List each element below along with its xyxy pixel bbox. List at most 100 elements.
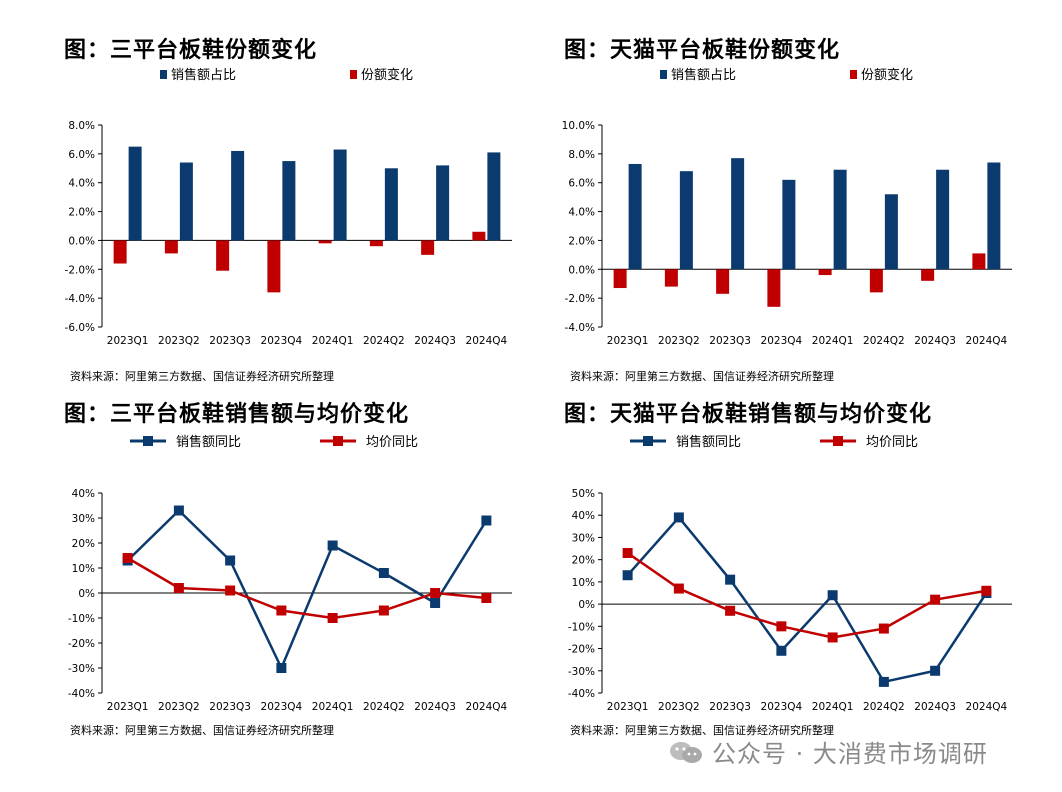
bar [731, 158, 745, 270]
x-tick-label: 2023Q2 [158, 335, 200, 347]
line-chart: 销售额同比 均价同比 40% 30% 20% 10% 0% -10% -20% -30% -40% 2… [68, 434, 512, 713]
y-tick-label: 8.0% [568, 149, 595, 161]
chart-panel-tmall-sales-price: 图：天猫平台板鞋销售额与均价变化 销售额同比 均价同比 50% 40% 30% 20% 10… [560, 386, 1060, 770]
x-tick-label: 2024Q3 [414, 701, 456, 713]
x-tick-label: 2023Q3 [709, 701, 751, 713]
y-tick-label: -20% [68, 638, 95, 650]
legend: 销售额占比 份额变化 [160, 67, 413, 83]
data-point [430, 588, 441, 598]
watermark-text: 公众号 · 大消费市场调研 [712, 740, 988, 768]
bar [128, 146, 142, 241]
series-sales-share [628, 158, 1001, 270]
legend-label: 份额变化 [861, 67, 913, 83]
data-point [725, 605, 736, 616]
y-tick-label: -6.0% [65, 322, 95, 334]
chart-source: 资料来源：阿里第三方数据、国信证券经济研究所整理 [570, 724, 834, 737]
y-tick-label: 0.0% [568, 264, 595, 276]
y-tick-label: 4.0% [68, 178, 95, 190]
y-tick-label: 30% [72, 513, 95, 525]
chart-title: 图：三平台板鞋份额变化 [64, 38, 318, 63]
legend-label: 销售额同比 [176, 434, 241, 450]
x-tick-label: 2024Q2 [363, 335, 405, 347]
x-tick-label: 2024Q3 [914, 335, 956, 347]
series-share-change [113, 231, 486, 293]
bar [487, 152, 501, 241]
bar [936, 169, 950, 270]
data-point [378, 605, 389, 616]
y-tick-label: -40% [68, 688, 95, 700]
bar [421, 240, 435, 255]
legend-label: 销售额同比 [676, 434, 741, 450]
y-tick-label: 2.0% [568, 235, 595, 247]
x-tick-label: 2024Q1 [312, 335, 354, 347]
y-tick-label: 4.0% [568, 207, 595, 219]
x-tick-label: 2023Q2 [658, 701, 700, 713]
chart-panel-sanpingtai-sales-price: 图：三平台板鞋销售额与均价变化 销售额同比 均价同比 40% 30% 20% 10% 0% -… [60, 386, 560, 770]
y-tick-label: 0% [578, 599, 595, 611]
x-tick-label: 2024Q1 [312, 701, 354, 713]
y-tick-label: 40% [72, 488, 95, 500]
bar [267, 240, 281, 293]
legend-marker [643, 436, 653, 446]
y-tick-label: -30% [68, 663, 95, 675]
bar [884, 194, 898, 270]
x-tick-label: 2023Q2 [158, 701, 200, 713]
bar [972, 253, 986, 270]
data-point [225, 585, 236, 596]
bar [921, 269, 935, 281]
legend-swatch [350, 70, 357, 79]
bar [818, 269, 832, 276]
y-tick-label: -2.0% [565, 293, 595, 305]
bar [216, 240, 230, 271]
bar [436, 165, 450, 241]
data-point [430, 598, 441, 608]
data-point [173, 505, 184, 516]
y-tick-label: 6.0% [568, 178, 595, 190]
data-point [878, 623, 889, 634]
x-tick-label: 2024Q1 [812, 701, 854, 713]
legend-label: 销售额占比 [171, 67, 236, 83]
legend: 销售额同比 均价同比 [130, 434, 418, 450]
data-point [673, 583, 684, 594]
series-line [626, 551, 987, 639]
data-point [173, 583, 184, 593]
bar [318, 240, 332, 244]
x-tick-label: 2024Q1 [812, 335, 854, 347]
data-point [327, 540, 338, 551]
data-point [122, 553, 133, 563]
bar [472, 231, 486, 241]
bar [869, 269, 883, 293]
data-point [622, 548, 633, 558]
y-tick-label: 20% [572, 555, 595, 567]
series-line [126, 556, 487, 620]
bar [679, 171, 693, 270]
bar [369, 240, 383, 247]
y-tick-label: -20% [568, 644, 595, 656]
x-tick-label: 2024Q3 [914, 701, 956, 713]
legend: 销售额占比 份额变化 [660, 67, 913, 83]
x-tick-label: 2023Q4 [761, 701, 803, 713]
y-tick-label: 10% [72, 563, 95, 575]
x-tick-label: 2024Q2 [863, 701, 905, 713]
x-tick-label: 2023Q1 [607, 335, 649, 347]
data-point [622, 570, 633, 581]
chart-title: 图：天猫平台板鞋销售额与均价变化 [564, 402, 933, 427]
bar [767, 269, 781, 307]
bar [164, 240, 178, 254]
x-tick-label: 2024Q4 [466, 335, 508, 347]
x-tick-label: 2023Q4 [261, 335, 303, 347]
x-tick-label: 2024Q3 [414, 335, 456, 347]
y-tick-label: 50% [572, 488, 595, 500]
bar [231, 150, 245, 241]
y-tick-label: -4.0% [565, 322, 595, 334]
legend-swatch [160, 70, 167, 79]
y-tick-label: 30% [572, 532, 595, 544]
y-tick-label: 20% [72, 538, 95, 550]
x-tick-label: 2023Q1 [107, 701, 149, 713]
bar [613, 269, 627, 289]
legend-swatch [850, 70, 857, 79]
data-point [327, 613, 338, 623]
bar [987, 162, 1001, 270]
legend-marker [143, 436, 153, 446]
chart-panel-sanpingtai-share: 图：三平台板鞋份额变化 销售额占比 份额变化 8.0% 6.0% 4.0% 2.0% 0.0… [60, 22, 560, 406]
